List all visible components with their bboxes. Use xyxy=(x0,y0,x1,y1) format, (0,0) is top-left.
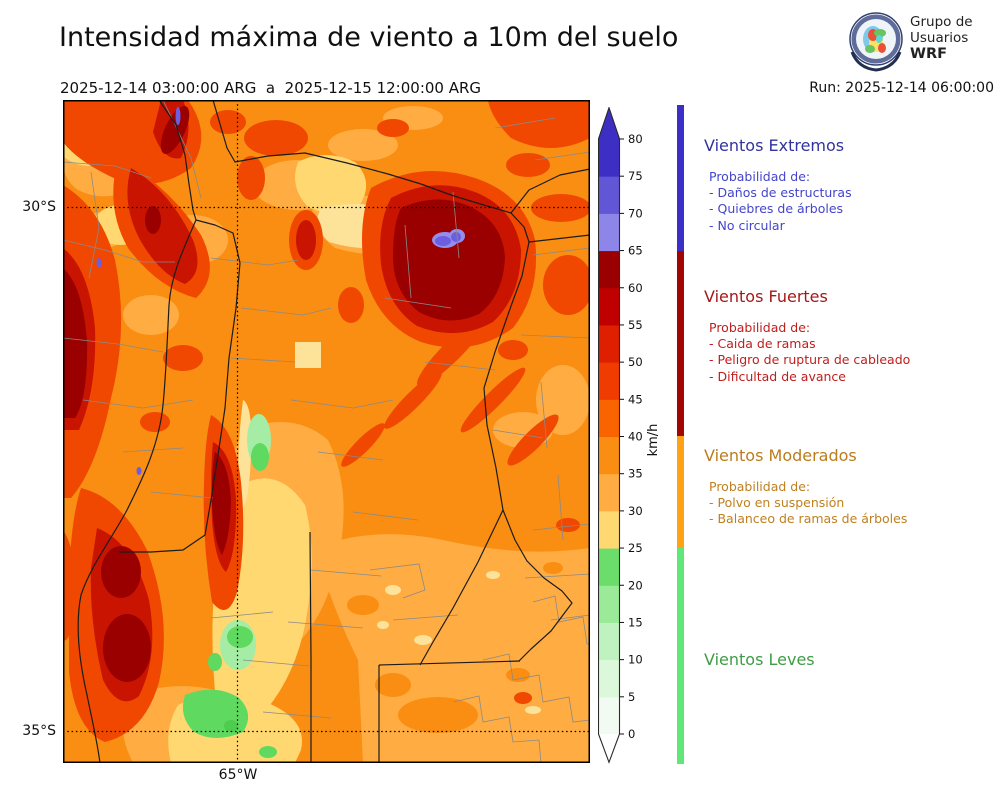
svg-text:45: 45 xyxy=(628,392,643,406)
legend-title-leves: Vientos Leves xyxy=(704,650,815,669)
legend-body-fuertes: Probabilidad de: - Caida de ramas - Peligr… xyxy=(709,320,911,384)
map-canvas xyxy=(62,99,603,764)
legend-title-fuertes: Vientos Fuertes xyxy=(704,287,828,306)
band-green-patches xyxy=(182,414,277,758)
svg-text:70: 70 xyxy=(628,206,643,220)
page-title: Intensidad máxima de viento a 10m del su… xyxy=(59,22,679,53)
globe-emblem-icon xyxy=(849,12,903,72)
svg-text:65: 65 xyxy=(628,244,643,258)
model-run-label: Run: 2025-12-14 06:00:00 xyxy=(809,80,994,96)
svg-text:80: 80 xyxy=(628,132,643,146)
category-bar-moderados xyxy=(677,436,684,549)
svg-text:50: 50 xyxy=(628,355,643,369)
svg-text:75: 75 xyxy=(628,169,643,183)
graticule-lines xyxy=(63,100,590,763)
svg-text:35: 35 xyxy=(628,467,643,481)
legend-section-leves: Vientos Leves xyxy=(704,650,996,683)
svg-text:30: 30 xyxy=(628,504,643,518)
svg-text:15: 15 xyxy=(628,615,643,629)
valid-period-label: 2025-12-14 03:00:00 ARG a 2025-12-15 12:… xyxy=(60,79,482,97)
svg-text:10: 10 xyxy=(628,653,643,667)
category-bar-extremos xyxy=(677,105,684,251)
svg-text:20: 20 xyxy=(628,578,643,592)
department-borders xyxy=(62,99,591,764)
province-borders xyxy=(77,99,591,764)
logo-text-line2: Usuarios xyxy=(910,30,969,46)
svg-text:25: 25 xyxy=(628,541,643,555)
lat-label-30s: 30°S xyxy=(22,199,56,215)
logo-text-line1: Grupo de xyxy=(910,14,973,30)
svg-text:0: 0 xyxy=(628,727,635,741)
band-60-65-patches xyxy=(63,106,505,682)
lat-label-35s: 35°S xyxy=(22,723,56,739)
colorbar-unit-label: km/h xyxy=(646,423,661,457)
legend-section-fuertes: Vientos Fuertes Probabilidad de: - Caida … xyxy=(704,287,996,385)
legend-section-extremos: Vientos Extremos Probabilidad de: - Daños… xyxy=(704,136,996,234)
lon-label-65w: 65°W xyxy=(218,767,258,783)
category-bar-fuertes xyxy=(677,250,684,437)
legend-title-moderados: Vientos Moderados xyxy=(704,446,857,465)
map-border xyxy=(63,100,590,763)
band-extreme-blue-specks xyxy=(96,107,465,475)
legend-body-moderados: Probabilidad de: - Polvo en suspensión - B… xyxy=(709,479,908,527)
legend-body-extremos: Probabilidad de: - Daños de estructuras - … xyxy=(709,169,852,233)
svg-text:55: 55 xyxy=(628,318,643,332)
colorbar-svg: 0 5 10 15 20 25 30 35 40 45 50 55 60 65 70 75 80 xyxy=(597,105,643,764)
svg-text:5: 5 xyxy=(628,690,635,704)
wrf-users-group-logo: Grupo de Usuarios WRF xyxy=(846,8,996,74)
category-bar-leves xyxy=(677,548,684,764)
svg-text:60: 60 xyxy=(628,281,643,295)
svg-text:40: 40 xyxy=(628,430,643,444)
legend-title-extremos: Vientos Extremos xyxy=(704,136,845,155)
category-bar xyxy=(677,105,684,764)
logo-text-wrf: WRF xyxy=(910,46,948,62)
colorbar: 0 5 10 15 20 25 30 35 40 45 50 55 60 65 70 75 80 xyxy=(597,105,668,765)
wind-intensity-map xyxy=(62,99,603,764)
band-35-40-islands xyxy=(347,562,563,733)
legend-section-moderados: Vientos Moderados Probabilidad de: - Polv… xyxy=(704,446,996,528)
